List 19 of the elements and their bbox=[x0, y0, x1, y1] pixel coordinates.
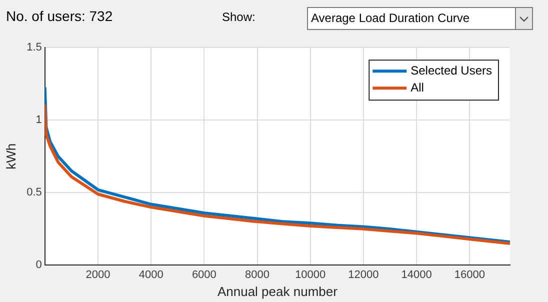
x-tick-label: 10000 bbox=[295, 268, 326, 281]
x-tick-label: 16000 bbox=[454, 268, 485, 281]
y-tick-label: 0 bbox=[36, 259, 42, 272]
x-tick-label: 14000 bbox=[401, 268, 432, 281]
text: Show: bbox=[222, 10, 256, 24]
x-tick-label: 12000 bbox=[348, 268, 379, 281]
y-tick-label: 1 bbox=[36, 114, 42, 126]
y-axis-title: kWh bbox=[3, 143, 18, 170]
x-axis-title: Annual peak number bbox=[217, 284, 338, 299]
x-tick-label: 6000 bbox=[192, 268, 216, 281]
x-tick-label: 4000 bbox=[138, 268, 164, 281]
y-tick-label: 1.5 bbox=[26, 42, 42, 54]
x-tick-label: 2000 bbox=[86, 268, 110, 281]
text: Average Load Duration Curve bbox=[311, 11, 470, 25]
legend-label: Selected Users bbox=[410, 63, 492, 78]
legend-label: All bbox=[410, 80, 424, 94]
text: No. of users: 732 bbox=[6, 8, 113, 24]
y-tick-label: 0.5 bbox=[26, 186, 42, 199]
x-tick-label: 8000 bbox=[245, 268, 270, 281]
